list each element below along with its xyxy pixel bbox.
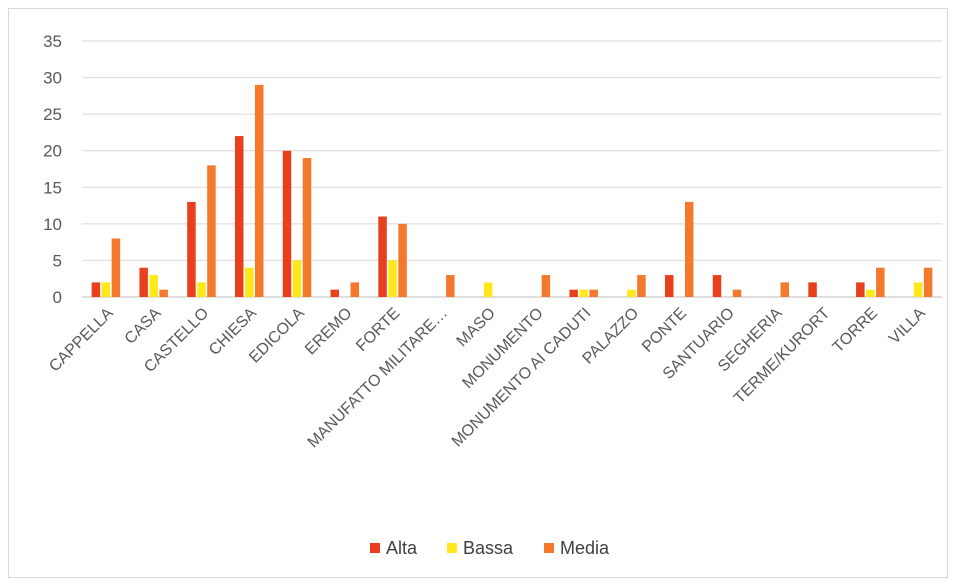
- bar-bassa-4: [292, 260, 302, 297]
- bar-media-14: [780, 282, 790, 297]
- bar-media-9: [541, 275, 551, 297]
- y-tick-label: 35: [43, 32, 62, 51]
- x-axis: CAPPELLA CASACASTELLOCHIESAEDICOLAEREMOFO…: [46, 305, 929, 452]
- bar-bassa-2: [197, 282, 206, 297]
- bar-alta-6: [378, 216, 387, 297]
- bar-bassa-11: [627, 289, 636, 297]
- bar-bassa-1: [149, 275, 158, 297]
- bar-bassa-8: [483, 282, 493, 297]
- bar-bassa-17: [913, 282, 923, 297]
- bar-media-17: [923, 267, 933, 297]
- x-tick-label: CASA: [122, 305, 165, 348]
- legend-swatch-bassa: [447, 543, 457, 553]
- bar-alta-16: [856, 282, 865, 297]
- bar-alta-10: [569, 289, 578, 297]
- bar-alta-4: [282, 150, 292, 297]
- bar-bassa-3: [244, 267, 254, 297]
- bar-media-16: [876, 267, 885, 297]
- bar-alta-13: [712, 275, 722, 297]
- y-tick-label: 15: [43, 178, 62, 197]
- y-tick-label: 0: [53, 288, 62, 307]
- legend-label-media: Media: [560, 538, 610, 558]
- bar-media-0: [111, 238, 121, 297]
- bar-alta-3: [234, 136, 244, 297]
- bar-media-10: [589, 289, 598, 297]
- bar-media-6: [398, 223, 407, 297]
- y-tick-label: 30: [43, 69, 62, 88]
- bar-media-3: [254, 84, 264, 297]
- legend-swatch-alta: [370, 543, 380, 553]
- bar-alta-2: [187, 201, 196, 297]
- legend: Alta Bassa Media: [370, 538, 610, 558]
- bar-alta-12: [664, 275, 674, 297]
- bar-alta-5: [330, 289, 340, 297]
- x-tick-label: VILLA: [886, 305, 929, 348]
- bar-media-1: [159, 289, 168, 297]
- bar-media-13: [732, 289, 742, 297]
- bar-bassa-10: [579, 289, 588, 297]
- bar-bassa-6: [388, 260, 397, 297]
- bar-media-5: [350, 282, 360, 297]
- legend-swatch-media: [544, 543, 554, 553]
- bar-media-4: [302, 158, 312, 297]
- bar-bassa-16: [866, 289, 875, 297]
- legend-label-bassa: Bassa: [463, 538, 514, 558]
- y-tick-label: 10: [43, 215, 62, 234]
- bar-media-7: [446, 275, 455, 297]
- x-tick-label: MASO: [454, 305, 499, 350]
- bar-media-11: [637, 275, 646, 297]
- x-tick-label: TORRE: [830, 305, 881, 356]
- y-tick-label: 5: [53, 251, 62, 270]
- bar-alta-0: [91, 282, 101, 297]
- bars: [91, 84, 933, 297]
- x-tick-label: CAPPELLA: [46, 305, 117, 376]
- y-axis: 0 5 10 15 20 25 30 35: [43, 32, 62, 307]
- bar-media-2: [207, 165, 216, 297]
- bar-media-12: [684, 201, 694, 297]
- bar-alta-15: [808, 282, 817, 297]
- bar-alta-1: [139, 267, 148, 297]
- legend-label-alta: Alta: [386, 538, 418, 558]
- x-tick-label: EREMO: [302, 305, 356, 359]
- y-tick-label: 25: [43, 105, 62, 124]
- y-tick-label: 20: [43, 142, 62, 161]
- gridlines: [82, 40, 942, 298]
- bar-bassa-0: [101, 282, 111, 297]
